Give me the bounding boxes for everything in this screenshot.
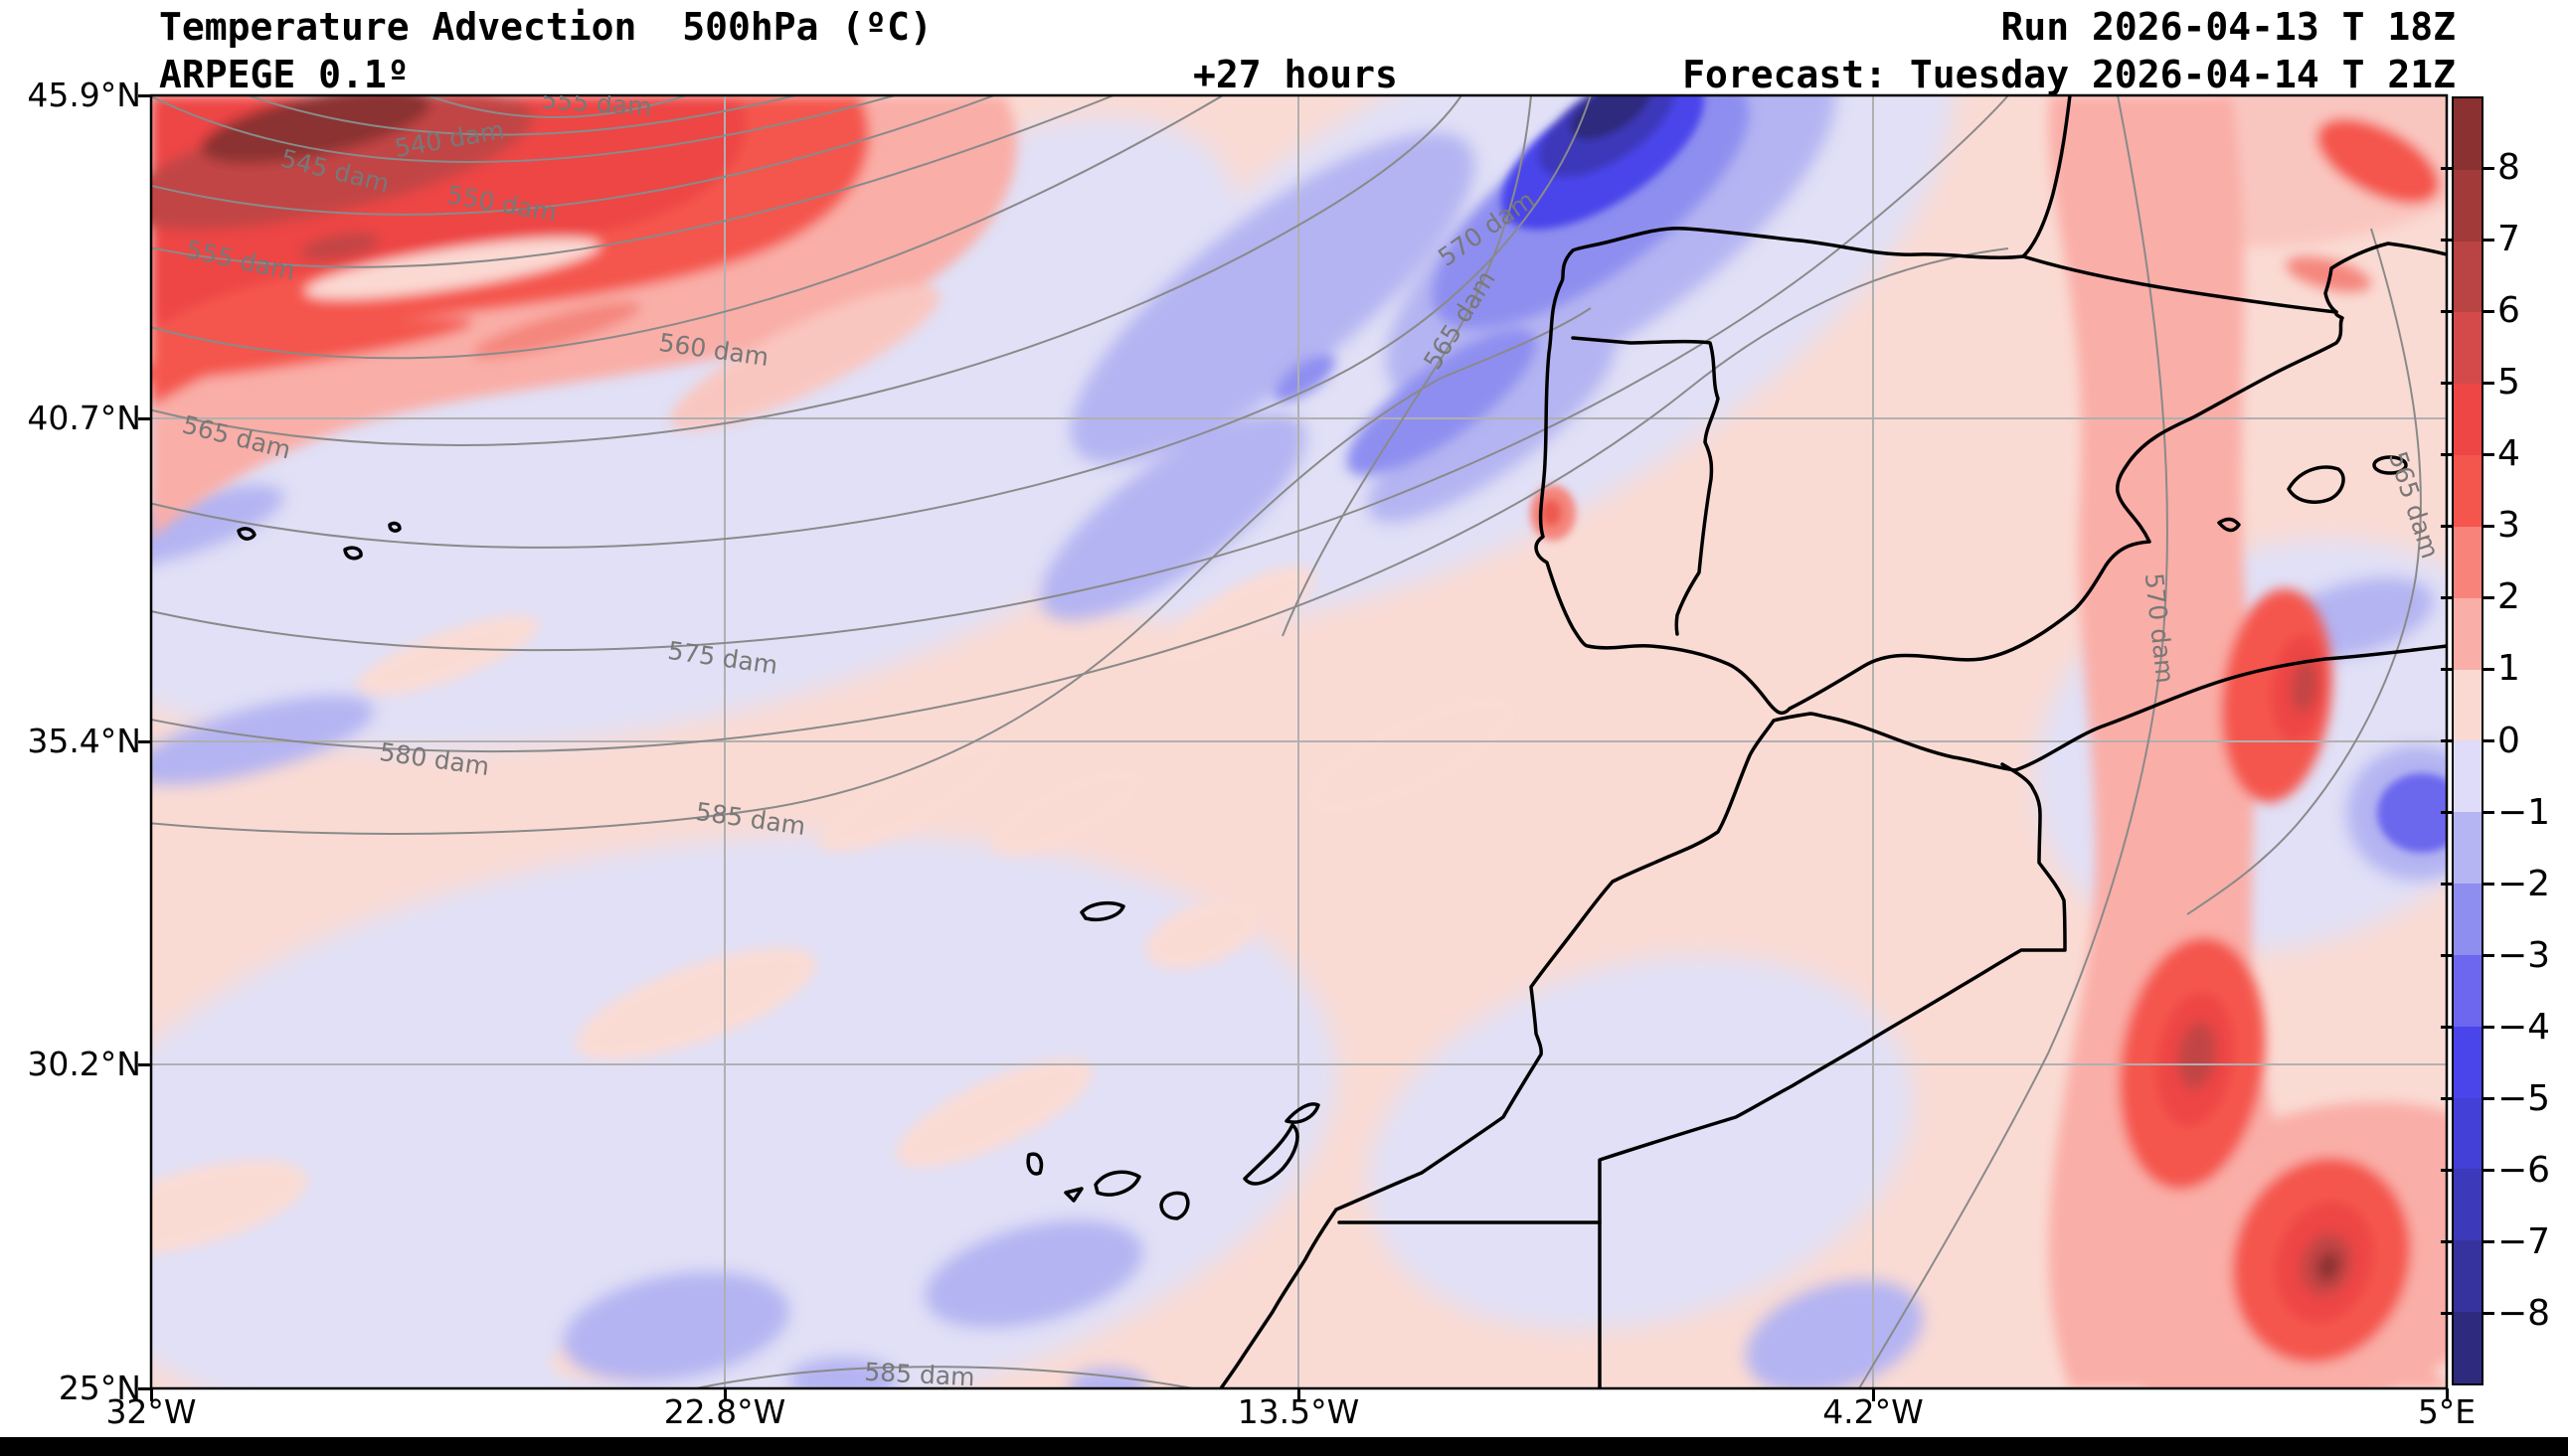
model-label: ARPEGE 0.1º [159, 53, 410, 96]
gridlines [151, 95, 2447, 1388]
lon-tick-mark [1296, 1388, 1300, 1401]
colorbar-tick-mark [2483, 811, 2494, 815]
colorbar-tick-mark [2441, 309, 2452, 313]
colorbar [2452, 96, 2483, 1385]
colorbar-tick-mark [2483, 1026, 2494, 1030]
lat-tick-mark [138, 1387, 151, 1390]
colorbar-segment [2454, 954, 2482, 1027]
geopotential-contours [151, 95, 2422, 1388]
colorbar-segment [2454, 812, 2482, 885]
colorbar-segment [2454, 1169, 2482, 1241]
colorbar-tick-mark [2483, 1312, 2494, 1316]
lead-time-label: +27 hours [1193, 53, 1398, 96]
colorbar-tick-mark [2441, 166, 2452, 170]
lat-tick-label: 45.9°N [27, 76, 141, 114]
colorbar-tick-mark [2441, 524, 2452, 528]
colorbar-tick-mark [2483, 452, 2494, 456]
colorbar-tick-mark [2483, 1097, 2494, 1101]
colorbar-tick-mark [2483, 524, 2494, 528]
colorbar-tick-mark [2441, 1169, 2452, 1173]
colorbar-tick-mark [2441, 595, 2452, 599]
colorbar-segment [2454, 1026, 2482, 1098]
colorbar-segment [2454, 384, 2482, 456]
colorbar-tick-mark [2441, 1097, 2452, 1101]
colorbar-segment [2454, 169, 2482, 242]
coastlines [237, 95, 2447, 1388]
colorbar-tick-mark [2441, 1026, 2452, 1030]
lon-tick-mark [1871, 1388, 1875, 1401]
colorbar-segment [2454, 312, 2482, 385]
lat-tick-mark [138, 740, 151, 743]
colorbar-tick-mark [2483, 166, 2494, 170]
colorbar-tick-mark [2441, 667, 2452, 671]
colorbar-segment [2454, 1312, 2482, 1383]
colorbar-tick-mark [2483, 595, 2494, 599]
colorbar-segment [2454, 526, 2482, 598]
page-title: Temperature Advection 500hPa (ºC) [159, 5, 933, 49]
colorbar-tick-mark [2441, 238, 2452, 242]
colorbar-segment [2454, 241, 2482, 313]
colorbar-segment [2454, 98, 2482, 170]
colorbar-segment [2454, 597, 2482, 670]
lat-tick-mark [138, 1063, 151, 1066]
lon-tick-mark [2445, 1388, 2449, 1401]
colorbar-tick-mark [2441, 811, 2452, 815]
colorbar-segment [2454, 884, 2482, 955]
colorbar-tick-mark [2441, 1240, 2452, 1244]
colorbar-tick-mark [2441, 452, 2452, 456]
colorbar-tick-mark [2483, 667, 2494, 671]
lat-tick-mark [138, 94, 151, 97]
colorbar-segment [2454, 669, 2482, 741]
lat-tick-label: 40.7°N [27, 399, 141, 437]
lat-tick-label: 30.2°N [27, 1045, 141, 1083]
lon-tick-mark [149, 1388, 153, 1401]
colorbar-segment [2454, 740, 2482, 813]
run-label: Run 2026-04-13 T 18Z [2000, 5, 2456, 49]
lon-tick-mark [723, 1388, 727, 1401]
lat-tick-mark [138, 417, 151, 420]
forecast-label: Forecast: Tuesday 2026-04-14 T 21Z [1682, 53, 2456, 96]
colorbar-tick-mark [2441, 883, 2452, 887]
colorbar-tick-mark [2483, 381, 2494, 385]
lat-tick-label: 25°N [58, 1369, 141, 1407]
colorbar-segment [2454, 455, 2482, 527]
colorbar-tick-mark [2483, 954, 2494, 958]
colorbar-tick-mark [2483, 1169, 2494, 1173]
colorbar-segment [2454, 1240, 2482, 1313]
bottom-bar [0, 1437, 2568, 1456]
colorbar-tick-mark [2483, 309, 2494, 313]
colorbar-tick-mark [2441, 954, 2452, 958]
colorbar-tick-mark [2441, 1312, 2452, 1316]
colorbar-tick-mark [2483, 238, 2494, 242]
colorbar-tick-mark [2483, 739, 2494, 742]
lat-tick-label: 35.4°N [27, 722, 141, 760]
colorbar-tick-mark [2441, 381, 2452, 385]
colorbar-tick-mark [2441, 739, 2452, 742]
colorbar-tick-mark [2483, 1240, 2494, 1244]
colorbar-tick-mark [2483, 883, 2494, 887]
colorbar-segment [2454, 1097, 2482, 1170]
